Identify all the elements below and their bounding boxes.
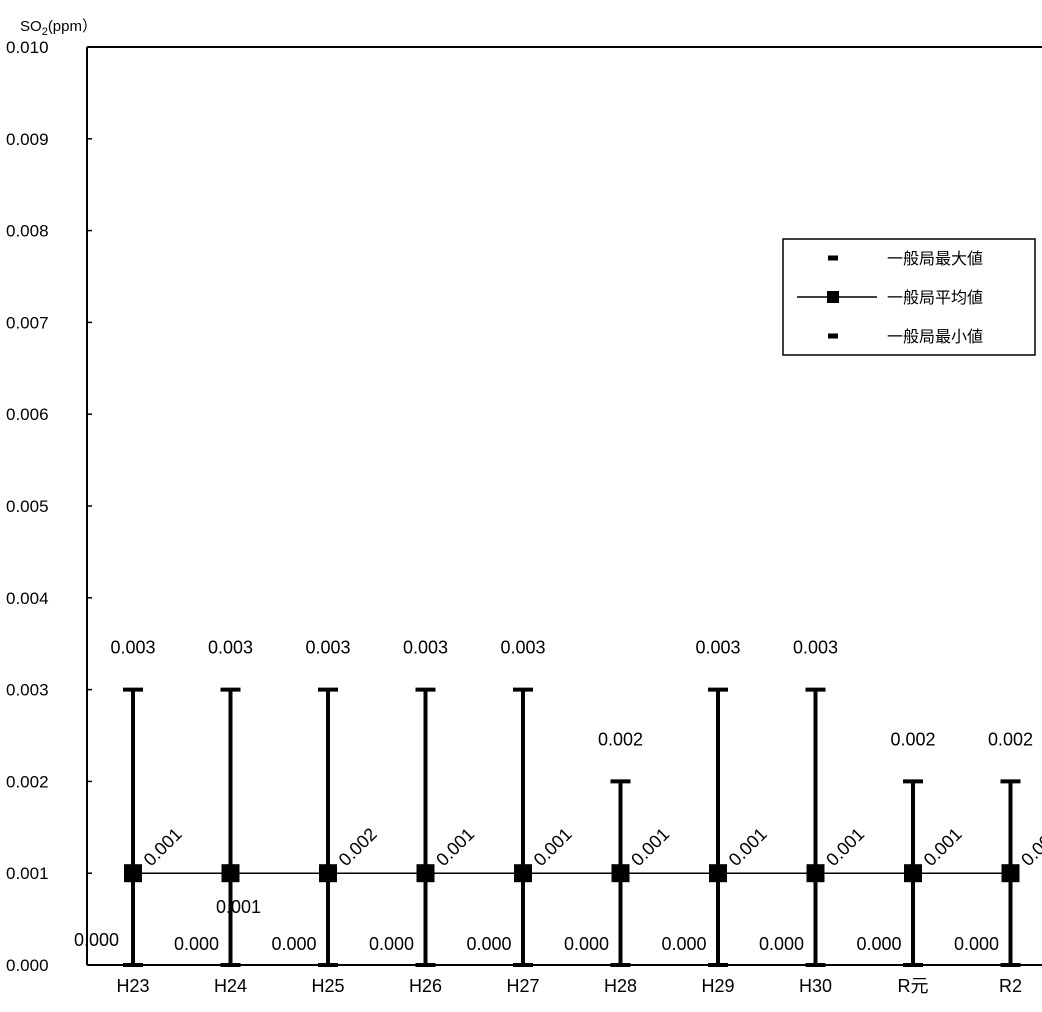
- max-data-label: 0.003: [500, 638, 545, 658]
- min-data-label: 0.000: [466, 934, 511, 954]
- legend-average-marker: [827, 291, 839, 303]
- y-tick-label: 0.001: [6, 864, 49, 883]
- average-marker: [319, 864, 337, 883]
- average-data-label: 0.001: [822, 824, 868, 870]
- x-ticks: H23 H24 H25 H26 H27 H28 H29 H30 R元 R2: [116, 976, 1022, 996]
- average-marker: [514, 864, 532, 883]
- average-marker: [611, 864, 630, 883]
- max-data-label: 0.003: [208, 638, 253, 658]
- average-marker: [709, 864, 727, 883]
- y-axis-label-sub: 2: [42, 26, 48, 38]
- y-tick-label: 0.009: [6, 130, 49, 149]
- average-marker: [221, 864, 240, 883]
- average-marker: [806, 864, 825, 883]
- average-data-label: 0.001: [530, 824, 576, 870]
- min-data-label: 0.000: [74, 930, 119, 950]
- chart-marks: [123, 687, 1021, 967]
- y-tick-label: 0.004: [6, 589, 49, 608]
- x-tick-label: H30: [799, 976, 832, 996]
- min-data-label: 0.000: [564, 934, 609, 954]
- y-axis-label-main: SO: [20, 18, 42, 35]
- y-tick-label: 0.002: [6, 772, 49, 791]
- average-data-label: 0.001: [216, 897, 261, 917]
- x-tick-label: R2: [999, 976, 1022, 996]
- min-data-label: 0.000: [954, 934, 999, 954]
- max-data-label: 0.003: [305, 638, 350, 658]
- y-tick-label: 0.006: [6, 405, 49, 424]
- average-marker: [124, 864, 142, 883]
- y-tick-label: 0.005: [6, 497, 49, 516]
- max-data-label: 0.003: [110, 638, 155, 658]
- x-tick-label: R元: [898, 976, 929, 996]
- y-ticks: 0.000 0.001 0.002 0.003 0.004 0.005 0.006 0.007…: [6, 38, 92, 975]
- average-marker: [904, 864, 922, 883]
- y-tick-label: 0.003: [6, 681, 49, 700]
- x-tick-label: H24: [214, 976, 247, 996]
- y-tick-label: 0.008: [6, 222, 49, 241]
- y-axis-label-tail: (ppm）: [48, 18, 97, 35]
- y-tick-label: 0.000: [6, 956, 49, 975]
- legend-label: 一般局平均値: [887, 289, 983, 307]
- legend-label: 一般局最小値: [887, 328, 983, 346]
- average-data-label: 0.001: [140, 824, 186, 870]
- min-data-label: 0.000: [174, 934, 219, 954]
- average-marker: [416, 864, 435, 883]
- average-data-label: 0.001: [920, 824, 966, 870]
- min-data-label: 0.000: [271, 934, 316, 954]
- average-data-label: 0.002: [335, 824, 381, 870]
- min-data-label: 0.000: [856, 934, 901, 954]
- min-data-label: 0.000: [661, 934, 706, 954]
- x-tick-label: H29: [701, 976, 734, 996]
- average-marker: [1001, 864, 1020, 883]
- average-data-label: 0.001: [432, 824, 478, 870]
- data-labels: 0.003 0.001 0.000 0.003 0.001 0.000 0.003 0.002…: [74, 638, 1042, 954]
- x-tick-label: H23: [116, 976, 149, 996]
- max-data-label: 0.003: [695, 638, 740, 658]
- x-tick-label: H25: [311, 976, 344, 996]
- y-tick-label: 0.010: [6, 38, 49, 57]
- max-data-label: 0.002: [890, 729, 935, 749]
- x-tick-label: H27: [506, 976, 539, 996]
- average-data-label: 0.001: [1017, 824, 1042, 870]
- max-data-label: 0.002: [598, 729, 643, 749]
- average-data-label: 0.001: [627, 824, 673, 870]
- max-data-label: 0.003: [793, 638, 838, 658]
- y-tick-label: 0.007: [6, 313, 49, 332]
- x-tick-label: H28: [604, 976, 637, 996]
- min-data-label: 0.000: [759, 934, 804, 954]
- y-axis-label: SO2(ppm）: [20, 18, 97, 38]
- min-data-label: 0.000: [369, 934, 414, 954]
- max-data-label: 0.002: [988, 729, 1033, 749]
- legend-label: 一般局最大値: [887, 250, 983, 268]
- x-tick-label: H26: [409, 976, 442, 996]
- average-data-label: 0.001: [725, 824, 771, 870]
- max-data-label: 0.003: [403, 638, 448, 658]
- legend-dash-marker: [828, 255, 838, 261]
- legend-dash-marker: [828, 333, 838, 339]
